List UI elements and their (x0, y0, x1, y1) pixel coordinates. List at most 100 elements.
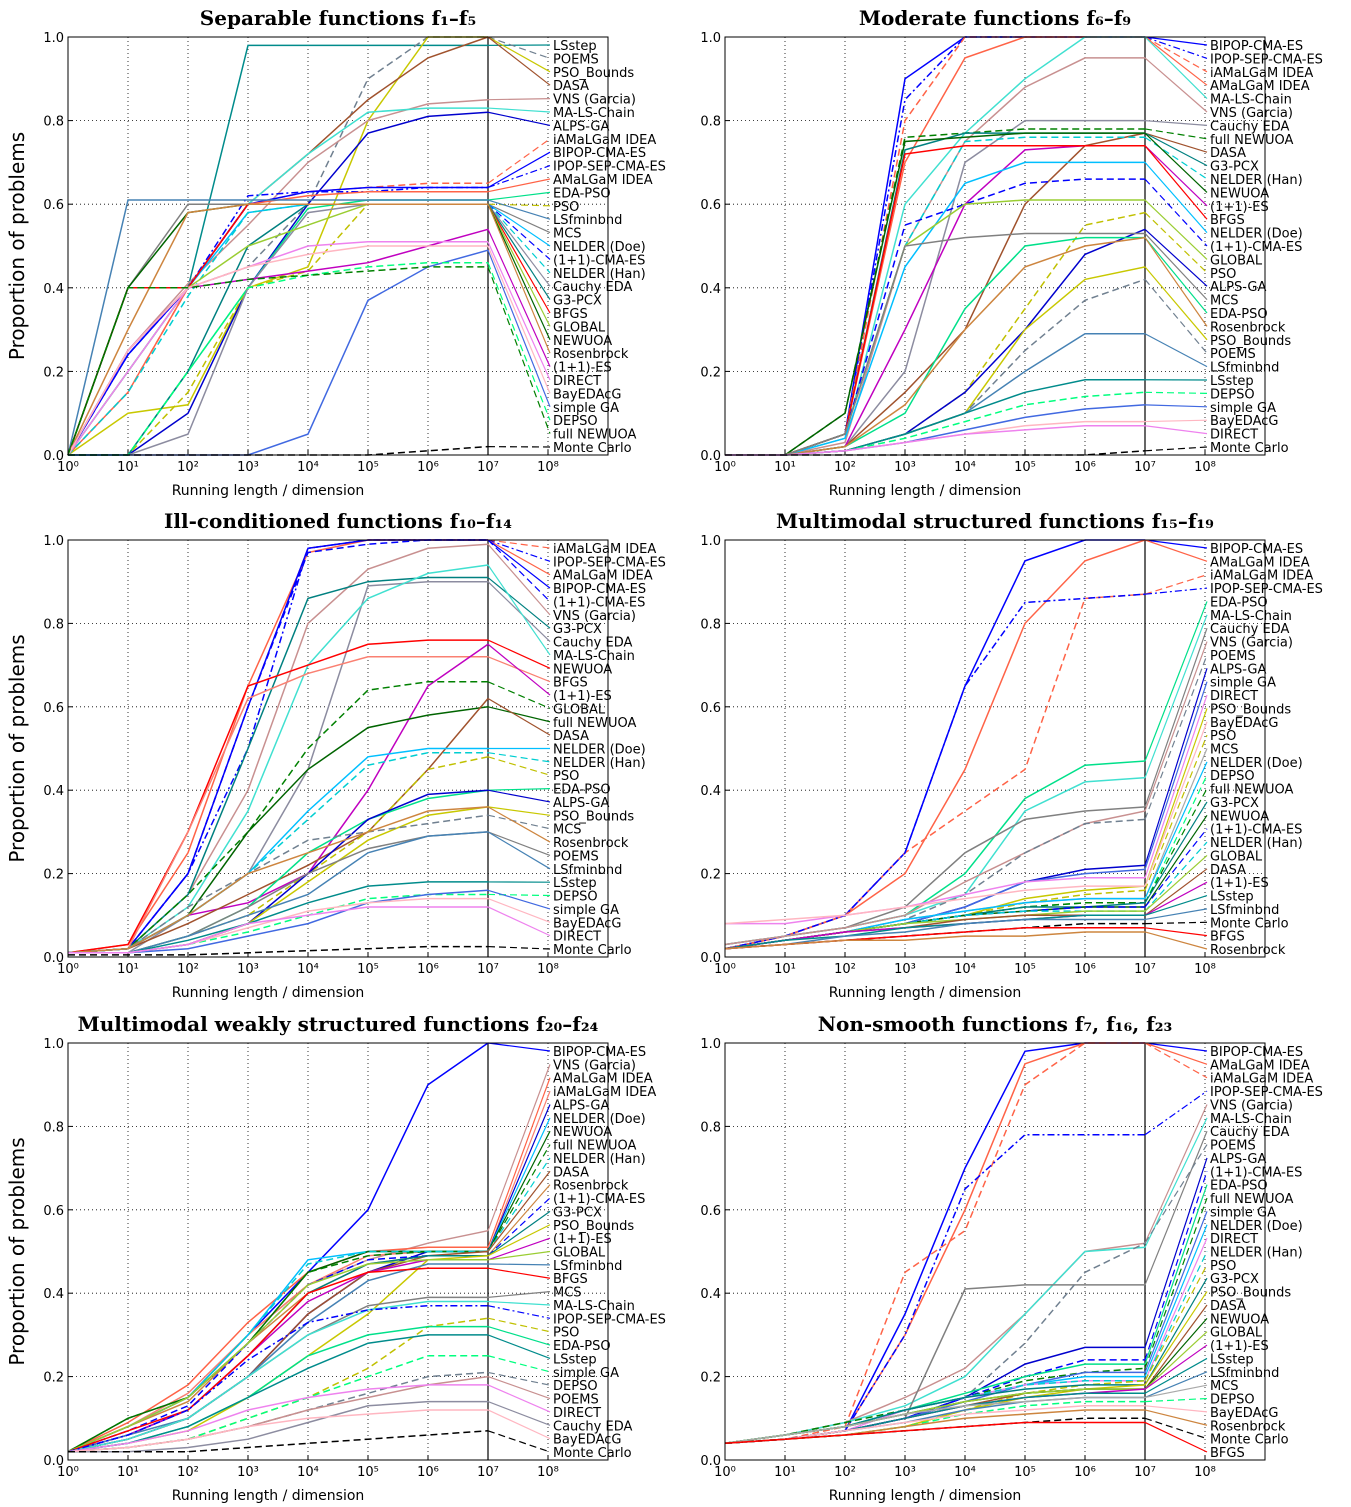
ecdf-line (67, 1371, 489, 1453)
legend-connector (487, 706, 551, 723)
legend-connector (1144, 237, 1208, 314)
legend-connector (487, 111, 551, 126)
legend-label: Rosenbrock (1210, 1419, 1286, 1434)
legend-connector (487, 831, 551, 856)
x-tick-label: 10⁰ (714, 1465, 736, 1480)
x-tick-label: 10¹ (774, 1465, 796, 1480)
ecdf-line (724, 760, 1146, 946)
legend-connector (1144, 921, 1208, 925)
legend-label: BayEDAcG (1210, 716, 1278, 731)
legend-connector (1144, 894, 1208, 916)
y-tick-label: 0.2 (43, 365, 64, 380)
legend-connector (1144, 694, 1208, 878)
legend-connector (1144, 1304, 1208, 1390)
legend-label: NELDER (Han) (553, 267, 646, 282)
legend-connector (487, 178, 551, 193)
legend-label: NELDER (Han) (553, 756, 646, 771)
x-axis-label: Running length / dimension (172, 1488, 365, 1504)
legend-connector (487, 1170, 551, 1252)
legend-label: BIPOP-CMA-ES (1210, 39, 1303, 54)
legend-connector (487, 203, 551, 354)
x-tick-label: 10⁸ (1194, 460, 1216, 475)
legend-connector (1144, 614, 1208, 778)
x-tick-label: 10¹ (117, 1465, 139, 1480)
ecdf-line (724, 1246, 1146, 1445)
legend-connector (487, 1250, 551, 1261)
legend-label: LSfminbnd (553, 863, 622, 878)
ecdf-line (67, 199, 488, 456)
y-tick-label: 0.0 (43, 951, 64, 966)
legend-connector (487, 789, 551, 803)
ecdf-line (68, 203, 488, 456)
legend-label: BayEDAcG (553, 1433, 621, 1448)
legend-label: (1+1)-ES (553, 1232, 612, 1247)
ecdf-line (67, 266, 488, 456)
legend-connector (487, 1237, 551, 1261)
x-tick-label: 10⁸ (1194, 962, 1216, 977)
panel: Non-smooth functions f₇, f₁₆, f₂₃ Running… (700, 1012, 1323, 1504)
x-tick-label: 10⁷ (1134, 962, 1156, 977)
ecdf-line (67, 1267, 488, 1453)
legend-label: simple GA (553, 401, 619, 416)
legend-label: BIPOP-CMA-ES (553, 582, 646, 597)
legend-label: MCS (553, 227, 582, 242)
ecdf-line (725, 379, 1145, 456)
x-tick-label: 10⁸ (537, 962, 559, 977)
y-tick-label: 1.0 (43, 31, 64, 46)
x-tick-label: 10⁴ (954, 962, 976, 977)
ecdf-line (67, 1409, 488, 1453)
legend-connector (1144, 279, 1208, 354)
x-tick-label: 10⁶ (417, 460, 439, 475)
ecdf-line (67, 1250, 488, 1453)
legend-connector (487, 1325, 551, 1346)
legend-label: G3-PCX (553, 294, 602, 309)
legend-label: DASA (1210, 863, 1246, 878)
legend-label: MA-LS-Chain (553, 106, 635, 121)
legend-label: DEPSO (553, 890, 598, 905)
ecdf-line (67, 1259, 488, 1453)
legend-connector (1144, 1042, 1208, 1065)
ecdf-line (68, 261, 488, 456)
ecdf-line (725, 161, 1145, 456)
legend-label: simple GA (1210, 676, 1276, 691)
ecdf-line (725, 144, 1145, 456)
legend-connector (1144, 539, 1208, 562)
y-tick-label: 0.2 (700, 868, 721, 883)
x-tick-label: 10⁷ (477, 1465, 499, 1480)
legend-connector (1144, 132, 1208, 153)
legend-connector (487, 806, 551, 843)
legend-label: G3-PCX (553, 1205, 602, 1220)
legend-connector (1144, 628, 1208, 808)
legend-label: Rosenbrock (553, 836, 629, 851)
plot-frame (724, 1042, 1266, 1461)
legend-label: MA-LS-Chain (1210, 1112, 1292, 1127)
y-tick-label: 1.0 (700, 31, 721, 46)
y-tick-label: 0.0 (700, 951, 721, 966)
legend-connector (487, 1197, 551, 1257)
x-tick-label: 10⁷ (1134, 1465, 1156, 1480)
legend-connector (1144, 1090, 1208, 1136)
ecdf-line (725, 36, 1145, 456)
legend-connector (487, 906, 551, 937)
ecdf-line (67, 1300, 488, 1453)
ecdf-line (67, 1259, 488, 1453)
ecdf-line (68, 831, 489, 954)
legend-connector (487, 203, 551, 274)
legend-connector (1144, 145, 1208, 220)
ecdf-line (724, 539, 1146, 950)
legend-connector (1144, 162, 1208, 233)
ecdf-line (724, 1396, 1145, 1445)
panel: Moderate functions f₆–f₉ Running length /… (700, 6, 1323, 499)
y-tick-label: 0.6 (700, 1204, 721, 1219)
legend-label: (1+1)-CMA-ES (553, 595, 645, 610)
legend-connector (487, 1334, 551, 1359)
x-tick-label: 10⁵ (357, 962, 379, 977)
legend-connector (1144, 761, 1208, 899)
legend-connector (1144, 132, 1208, 167)
ecdf-line (67, 1250, 488, 1453)
legend-connector (1144, 1371, 1208, 1399)
legend-connector (487, 889, 551, 910)
legend-connector (1144, 1357, 1208, 1394)
legend-connector (1144, 425, 1208, 435)
x-tick-label: 10⁷ (1134, 460, 1156, 475)
